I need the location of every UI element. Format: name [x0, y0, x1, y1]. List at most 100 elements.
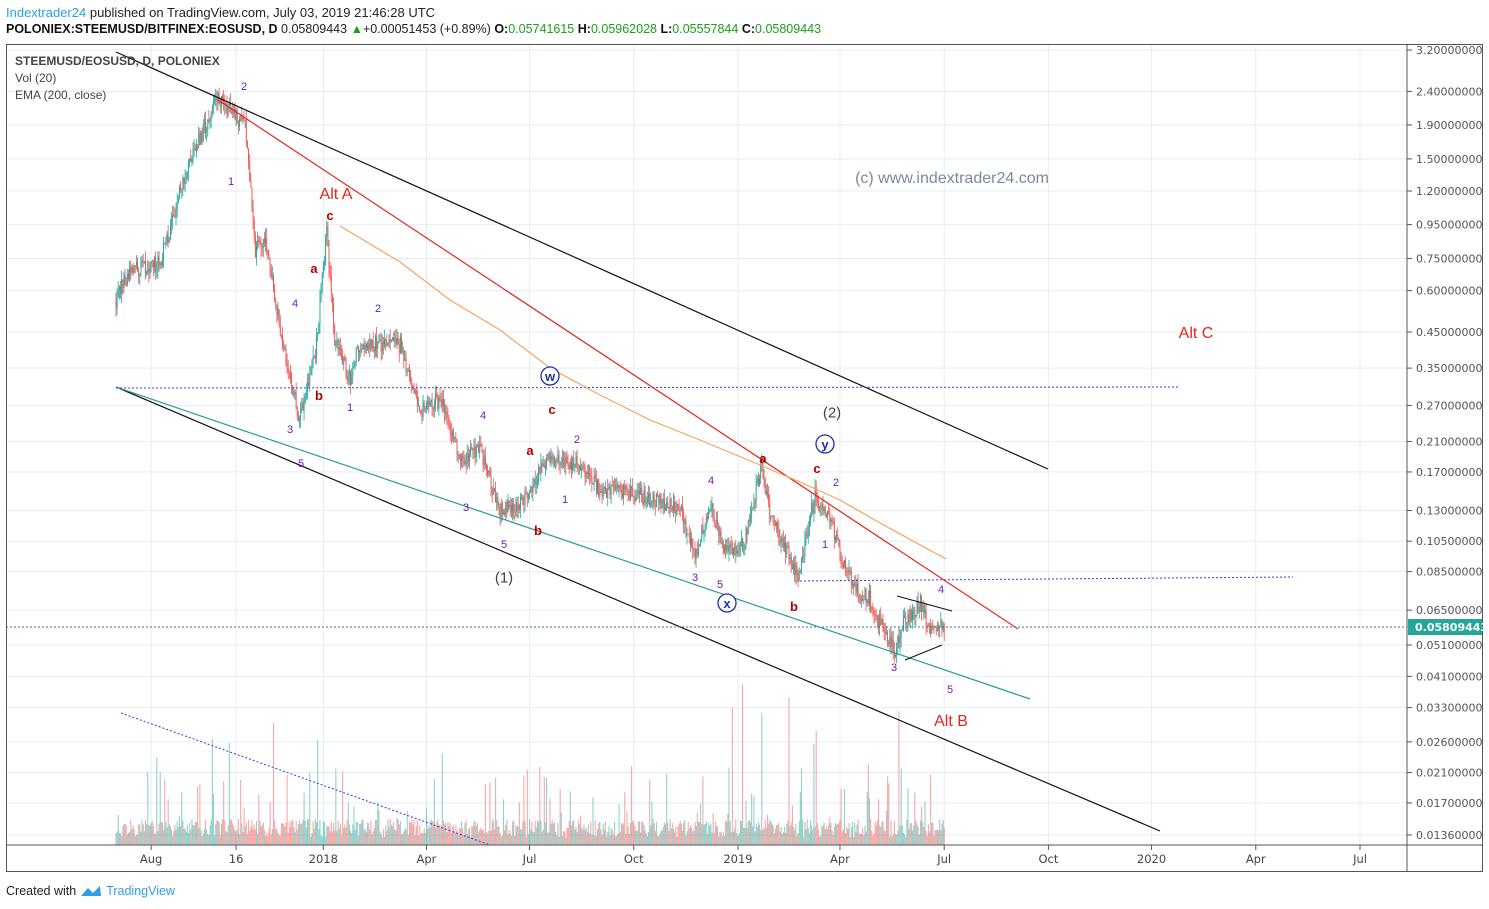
candle-body — [115, 300, 117, 308]
triangle-upper-line[interactable] — [896, 595, 953, 612]
wave-label[interactable]: 3 — [287, 424, 293, 436]
volume-bar — [730, 831, 732, 845]
wave-label[interactable]: 1 — [347, 402, 353, 414]
candle-body — [680, 506, 682, 511]
candle-body — [709, 508, 711, 511]
candle-body — [938, 627, 940, 629]
volume-bar — [174, 824, 176, 845]
x-tick-label: 2020 — [1137, 852, 1166, 866]
wave-label[interactable]: b — [534, 523, 542, 538]
volume-bar — [368, 823, 370, 845]
candle-body — [208, 119, 210, 122]
volume-bar — [926, 835, 928, 845]
wave-label[interactable]: 1 — [228, 176, 234, 188]
candle-body — [325, 236, 327, 263]
upper-channel-line[interactable] — [115, 51, 1049, 470]
candle-body — [321, 273, 323, 286]
wave-label[interactable]: 1 — [562, 494, 568, 506]
wave-label[interactable]: c — [326, 208, 333, 223]
volume-bar — [720, 831, 722, 845]
wave-label[interactable]: 3 — [891, 662, 897, 674]
price-axis[interactable]: 3.200000002.400000001.900000001.50000000… — [1407, 44, 1482, 842]
volume-bar — [515, 825, 517, 845]
triangle-lower-line[interactable] — [904, 644, 943, 661]
volume-bar — [140, 831, 142, 845]
candle-body — [474, 447, 476, 458]
legend-ema[interactable]: EMA (200, close) — [15, 88, 107, 102]
volume-bar — [552, 823, 554, 845]
candle-body — [539, 467, 541, 474]
author-link[interactable]: Indextrader24 — [6, 5, 87, 20]
wave-label[interactable]: 3 — [692, 572, 698, 584]
candle-body — [764, 479, 766, 494]
wave-label[interactable]: b — [790, 599, 798, 614]
legend-volume[interactable]: Vol (20) — [15, 71, 57, 85]
red-trend-line[interactable] — [217, 99, 1019, 630]
wave-label[interactable]: a — [759, 451, 767, 466]
candle-body — [779, 538, 781, 544]
footer: Created with TradingView — [6, 884, 175, 898]
wave-label[interactable]: 1 — [822, 539, 828, 551]
wave-label[interactable]: 5 — [947, 684, 953, 696]
candle-body — [735, 546, 737, 555]
volume-bar — [637, 821, 639, 845]
blue-dotted-level-1[interactable] — [115, 386, 1181, 389]
lower-channel-line[interactable] — [115, 386, 1161, 832]
green-trend-line[interactable] — [115, 386, 1031, 700]
wave-label[interactable]: x — [723, 596, 731, 611]
volume-bar — [621, 824, 624, 845]
wave-label[interactable]: 2 — [375, 303, 381, 315]
volume-bar — [881, 821, 883, 845]
candle-body — [663, 498, 665, 511]
wave-label[interactable]: 5 — [501, 539, 507, 551]
blue-dotted-diagonal[interactable] — [120, 712, 491, 846]
candle-body — [151, 260, 153, 263]
wave-label[interactable]: 5 — [298, 458, 304, 470]
volume-bar — [121, 836, 123, 845]
tradingview-link[interactable]: TradingView — [106, 884, 175, 898]
wave-label[interactable]: 2 — [574, 434, 580, 446]
wave-label[interactable]: Alt C — [1179, 325, 1214, 342]
volume-bar — [793, 826, 795, 845]
candle-body — [209, 119, 211, 122]
candle-body — [815, 487, 817, 498]
candle-body — [390, 339, 392, 342]
wave-label[interactable]: 4 — [938, 584, 944, 596]
wave-label[interactable]: 3 — [463, 502, 469, 514]
volume-bar — [880, 826, 882, 845]
candle-body — [222, 95, 223, 99]
wave-label[interactable]: Alt B — [934, 713, 968, 730]
wave-label[interactable]: 5 — [717, 579, 723, 591]
wave-label[interactable]: a — [310, 261, 318, 276]
wave-label[interactable]: 2 — [833, 477, 839, 489]
blue-dotted-level-2[interactable] — [799, 576, 1294, 582]
candle-body — [283, 345, 285, 350]
candle-body — [627, 490, 629, 492]
volume-bar — [712, 813, 714, 845]
wave-label[interactable]: 4 — [708, 475, 714, 487]
wave-label[interactable]: c — [813, 461, 820, 476]
wave-label[interactable]: b — [315, 388, 323, 403]
wave-label[interactable]: 4 — [292, 298, 298, 310]
volume-bar — [888, 783, 890, 845]
wave-label[interactable]: (1) — [495, 570, 513, 587]
wave-label[interactable]: (2) — [823, 405, 841, 422]
volume-bar — [825, 825, 827, 845]
wave-label[interactable]: a — [526, 443, 534, 458]
time-axis[interactable]: Aug 16 2018 Apr Jul Oct 2019 Apr Jul Oct 2020 Apr Ju… — [140, 845, 1367, 866]
wave-label[interactable]: 4 — [480, 410, 486, 422]
wave-label[interactable]: w — [544, 369, 556, 384]
wave-label[interactable]: Alt A — [320, 186, 353, 203]
volume-bar — [413, 819, 415, 845]
symbol-info: POLONIEX:STEEMUSD/BITFINEX:EOSUSD, D 0.0… — [6, 22, 821, 36]
volume-bar — [592, 797, 594, 845]
wave-label[interactable]: 2 — [241, 81, 247, 93]
candle-body — [443, 398, 444, 407]
volume-bar — [586, 831, 588, 845]
volume-bar — [415, 826, 417, 845]
wave-label[interactable]: c — [548, 402, 555, 417]
wave-label[interactable]: y — [821, 437, 829, 452]
candle-body — [618, 485, 620, 488]
candle-body — [143, 260, 145, 263]
